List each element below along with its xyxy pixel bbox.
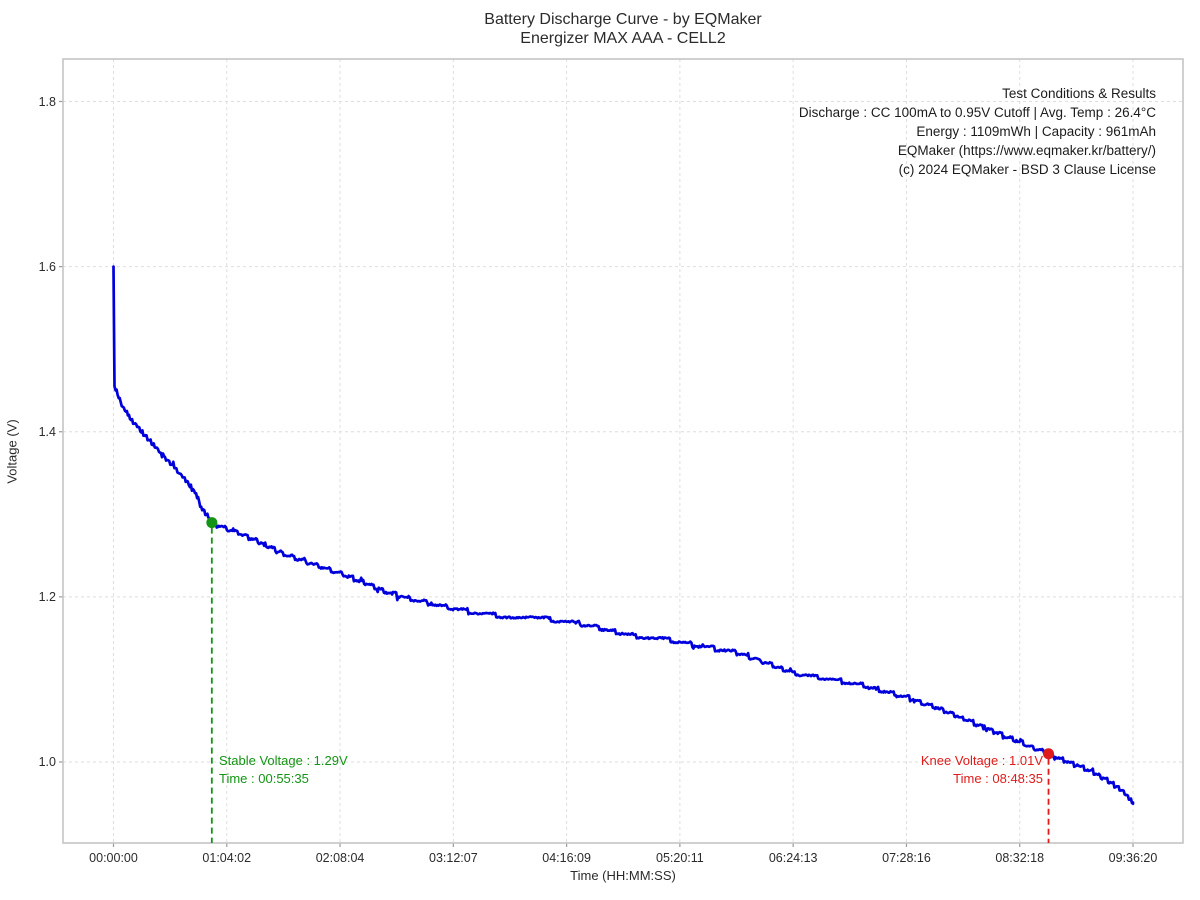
x-tick-label: 05:20:11 [656, 851, 704, 865]
test-conditions-block: Test Conditions & Results Discharge : CC… [799, 84, 1156, 179]
x-tick-label: 09:36:20 [1108, 851, 1158, 865]
x-axis-label: Time (HH:MM:SS) [570, 868, 676, 883]
y-axis-label: Voltage (V) [4, 419, 20, 484]
discharge-curve [112, 265, 1135, 806]
y-tick-label: 1.4 [38, 424, 56, 439]
stable-voltage-annotation: Stable Voltage : 1.29V Time : 00:55:35 [219, 752, 348, 788]
conditions-license: (c) 2024 EQMaker - BSD 3 Clause License [898, 162, 1156, 177]
x-tick-label: 00:00:00 [89, 851, 138, 865]
x-tick-label: 01:04:02 [202, 851, 252, 865]
x-tick-label: 04:16:09 [542, 851, 591, 865]
conditions-energy: Energy : 1109mWh | Capacity : 961mAh [916, 124, 1156, 139]
y-tick-label: 1.0 [38, 755, 56, 769]
x-tick-label: 08:32:18 [995, 851, 1045, 865]
conditions-url: EQMaker (https://www.eqmaker.kr/battery/… [897, 143, 1156, 158]
knee-voltage-annotation: Knee Voltage : 1.01V Time : 08:48:35 [921, 752, 1043, 788]
x-tick-label: 03:12:07 [428, 851, 478, 865]
y-tick-label: 1.2 [38, 589, 56, 604]
y-tick-label: 1.8 [38, 94, 56, 109]
plot-border [62, 58, 1184, 844]
chart-title-line1: Battery Discharge Curve - by EQMaker [484, 11, 762, 28]
conditions-heading: Test Conditions & Results [1002, 86, 1156, 101]
knee-voltage-time: Time : 08:48:35 [953, 771, 1043, 786]
chart-title-line2: Energizer MAX AAA - CELL2 [520, 30, 726, 47]
stable-voltage-label: Stable Voltage : 1.29V [219, 753, 348, 768]
y-tick-label: 1.6 [38, 259, 56, 274]
x-tick-label: 06:24:13 [768, 851, 818, 865]
conditions-discharge: Discharge : CC 100mA to 0.95V Cutoff | A… [798, 105, 1156, 120]
knee-marker-dot [1043, 748, 1055, 760]
chart-title: Battery Discharge Curve - by EQMaker Ene… [23, 10, 1200, 48]
knee-voltage-label: Knee Voltage : 1.01V [920, 753, 1043, 768]
stable-voltage-time: Time : 00:55:35 [219, 771, 309, 786]
x-tick-label: 07:28:16 [882, 851, 931, 865]
stable-marker-dot [206, 517, 218, 529]
x-tick-label: 02:08:04 [315, 851, 365, 865]
